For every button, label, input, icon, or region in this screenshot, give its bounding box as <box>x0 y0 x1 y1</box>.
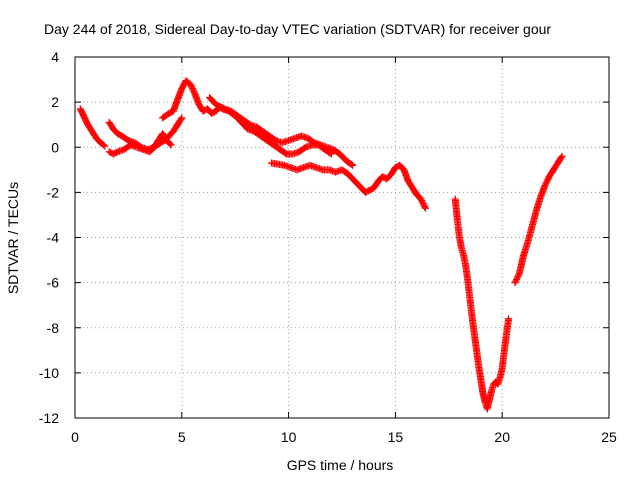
data-point <box>177 115 185 123</box>
data-point <box>187 82 195 90</box>
data-point <box>326 149 334 157</box>
data-point <box>188 83 196 91</box>
data-point <box>419 200 427 208</box>
data-point <box>544 176 552 184</box>
series-arc-5 <box>206 94 335 158</box>
data-point <box>558 152 566 160</box>
data-point <box>512 277 520 285</box>
series-arc-8 <box>511 152 566 287</box>
data-point <box>161 132 169 140</box>
data-point <box>347 160 355 168</box>
y-tick-label: 0 <box>51 139 59 155</box>
y-tick-label: -2 <box>47 184 60 200</box>
y-tick-label: -4 <box>47 230 60 246</box>
data-point <box>543 177 551 185</box>
data-point <box>349 161 357 169</box>
data-point <box>189 86 197 94</box>
x-tick-label: 25 <box>601 429 617 445</box>
data-point <box>167 141 175 149</box>
data-point <box>557 154 565 162</box>
data-point <box>161 133 169 141</box>
y-tick-label: 4 <box>51 49 59 65</box>
x-tick-label: 10 <box>281 429 297 445</box>
data-point <box>99 141 107 149</box>
y-tick-label: 2 <box>51 94 59 110</box>
data-point <box>327 150 335 158</box>
data-point <box>82 118 90 126</box>
data-point <box>80 112 88 120</box>
y-tick-label: -8 <box>47 320 60 336</box>
series-arc-1 <box>76 105 109 150</box>
series-arc-4 <box>159 77 357 169</box>
data-point <box>511 279 519 287</box>
data-point <box>112 149 120 157</box>
data-point <box>81 115 89 123</box>
series-arc-6 <box>268 159 429 212</box>
data-point <box>166 140 174 148</box>
series-arc-7 <box>451 195 513 413</box>
data-point <box>542 179 550 187</box>
data-point <box>421 204 429 212</box>
x-tick-label: 5 <box>178 429 186 445</box>
data-marks <box>76 77 566 413</box>
data-point <box>417 195 425 203</box>
data-point <box>505 315 513 323</box>
y-tick-label: -6 <box>47 275 60 291</box>
data-point <box>80 113 88 121</box>
grid-lines <box>75 57 609 418</box>
data-point <box>186 80 194 88</box>
data-point <box>82 116 90 124</box>
data-point <box>514 273 522 281</box>
data-point <box>418 197 426 205</box>
y-tick-label: -12 <box>39 410 59 426</box>
data-point <box>513 274 521 282</box>
x-tick-label: 15 <box>388 429 404 445</box>
data-point <box>418 198 426 206</box>
x-tick-label: 0 <box>71 429 79 445</box>
data-point <box>541 182 549 190</box>
data-point <box>420 201 428 209</box>
data-point <box>421 203 429 211</box>
y-tick-label: -10 <box>39 365 59 381</box>
x-axis-label: GPS time / hours <box>287 457 394 473</box>
y-axis-label: SDTVAR / TECUs <box>5 182 21 294</box>
x-tick-label: 20 <box>494 429 510 445</box>
axes: 0 5 10 15 20 25 -12 -10 -8 -6 -4 -2 0 2 4 <box>39 49 617 445</box>
data-point <box>178 114 186 122</box>
chart-title: Day 244 of 2018, Sidereal Day-to-day VTE… <box>44 21 551 37</box>
data-point <box>515 271 523 279</box>
data-point <box>542 180 550 188</box>
data-point <box>512 276 520 284</box>
data-point <box>101 142 109 150</box>
data-point <box>188 85 196 93</box>
series-arc-3 <box>105 130 175 158</box>
